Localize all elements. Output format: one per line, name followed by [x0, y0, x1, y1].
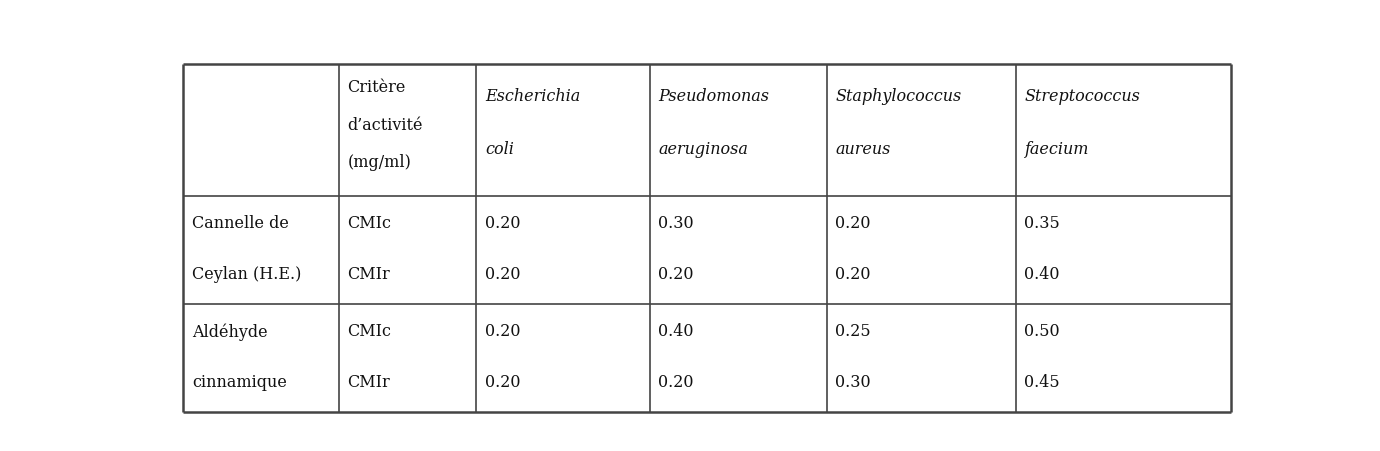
Text: 0.30: 0.30: [658, 215, 694, 232]
Text: 0.20: 0.20: [484, 215, 520, 232]
Text: 0.25: 0.25: [835, 322, 871, 340]
Text: CMIc: CMIc: [348, 322, 392, 340]
Text: aeruginosa: aeruginosa: [658, 141, 748, 157]
Text: 0.20: 0.20: [658, 373, 694, 390]
Text: Critère: Critère: [348, 78, 406, 96]
Text: d’activité: d’activité: [348, 116, 422, 133]
Text: 0.50: 0.50: [1024, 322, 1060, 340]
Text: 0.20: 0.20: [484, 373, 520, 390]
Text: 0.45: 0.45: [1024, 373, 1060, 390]
Text: CMIc: CMIc: [348, 215, 392, 232]
Text: (mg/ml): (mg/ml): [348, 154, 411, 171]
Text: Staphylococcus: Staphylococcus: [835, 88, 962, 105]
Text: 0.20: 0.20: [658, 266, 694, 282]
Text: 0.40: 0.40: [1024, 266, 1060, 282]
Text: Aldéhyde: Aldéhyde: [192, 322, 268, 340]
Text: Escherichia: Escherichia: [484, 88, 580, 105]
Text: CMIr: CMIr: [348, 266, 391, 282]
Text: faecium: faecium: [1024, 141, 1089, 157]
Text: 0.35: 0.35: [1024, 215, 1060, 232]
Text: 0.30: 0.30: [835, 373, 871, 390]
Text: Ceylan (H.E.): Ceylan (H.E.): [192, 266, 301, 282]
Text: 0.20: 0.20: [835, 266, 871, 282]
Text: cinnamique: cinnamique: [192, 373, 287, 390]
Text: 0.40: 0.40: [658, 322, 694, 340]
Text: Pseudomonas: Pseudomonas: [658, 88, 770, 105]
Text: 0.20: 0.20: [835, 215, 871, 232]
Text: CMIr: CMIr: [348, 373, 391, 390]
Text: aureus: aureus: [835, 141, 891, 157]
Text: Cannelle de: Cannelle de: [192, 215, 288, 232]
Text: coli: coli: [484, 141, 513, 157]
Text: Streptococcus: Streptococcus: [1024, 88, 1140, 105]
Text: 0.20: 0.20: [484, 266, 520, 282]
Text: 0.20: 0.20: [484, 322, 520, 340]
